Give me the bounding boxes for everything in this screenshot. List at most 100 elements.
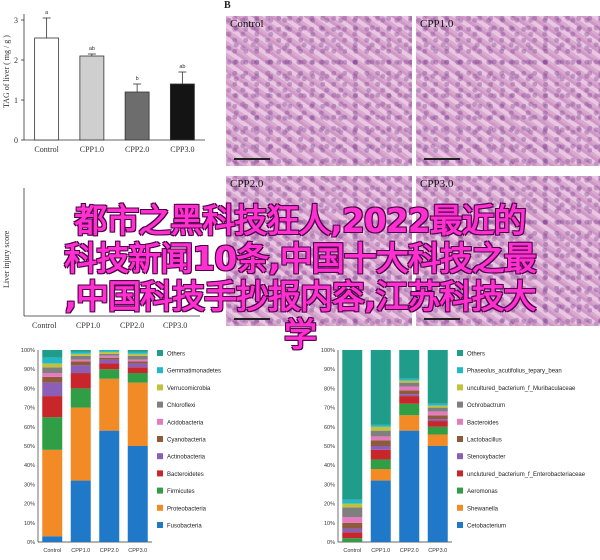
stack-segment [370, 424, 391, 427]
legend-label: Others [167, 352, 185, 358]
y-tick-label: 100% [21, 348, 35, 354]
stack-segment [399, 386, 420, 391]
legend-swatch [157, 453, 163, 460]
x-tick-label: CPP1.0 [71, 548, 90, 554]
panel-b-label: B [224, 0, 231, 11]
legend-swatch [157, 504, 163, 511]
histology-label-cpp1: CPP1.0 [420, 18, 454, 30]
legend-swatch [157, 522, 163, 528]
stack-segment [370, 430, 391, 437]
legend-swatch [457, 436, 463, 442]
x-tick-label: CPP2.0 [100, 548, 119, 554]
y-tick-label: 80% [324, 386, 335, 392]
histology-label-control: Control [230, 18, 264, 30]
legend-swatch [157, 350, 163, 356]
y-tick-label: 40% [324, 463, 335, 469]
legend-label: Gemmatimonadetes [167, 369, 221, 375]
stack-segment [99, 357, 120, 360]
stack-segment [127, 350, 148, 352]
stack-segment [399, 378, 420, 381]
stack-segment [370, 449, 391, 460]
y-tick-label: 70% [24, 406, 35, 412]
stack-segment [399, 430, 420, 542]
stack-segment [342, 503, 363, 508]
injury-x-label-1: CPP1.0 [76, 321, 100, 330]
y-tick-label: 40% [24, 463, 35, 469]
stack-segment [70, 359, 91, 362]
x-tick-label: Control [43, 548, 61, 554]
y-tick-label: 80% [24, 386, 35, 392]
stack-segment [99, 359, 120, 364]
stack-segment [42, 373, 63, 377]
stack-segment [399, 382, 420, 387]
stack-segment [42, 350, 63, 358]
y-tick-label: 90% [324, 367, 335, 373]
legend-swatch [157, 470, 163, 477]
y-tick-label: 100% [321, 348, 335, 354]
stack-segment [370, 469, 391, 481]
injury-x-label-0: Control [32, 321, 57, 330]
stack-segment [42, 367, 63, 374]
histology-image-cpp2: CPP2.0 [226, 176, 412, 326]
stack-segment [70, 361, 91, 366]
legend-swatch [157, 384, 163, 391]
stack-segment [70, 365, 91, 374]
stack-segment [127, 359, 148, 362]
legend-swatch [457, 401, 463, 408]
stack-segment [70, 355, 91, 360]
injury-x-label-3: CPP3.0 [163, 321, 187, 330]
stack-segment [427, 421, 448, 427]
legend-swatch [457, 504, 463, 511]
legend-label: Firmicutes [167, 489, 195, 495]
x-tick-label: CPP3.0 [170, 145, 194, 154]
stack-segment [399, 350, 420, 379]
phylum-stacked-svg: 0% 10% 20% 30% 40% 50% 60% 70% 80% 90% 100% Control… [21, 348, 221, 554]
y-tick-label: 1 [14, 96, 18, 105]
bar [124, 91, 150, 141]
stack-segment [70, 373, 91, 389]
stack-segment [127, 382, 148, 446]
stack-segment [342, 507, 363, 518]
x-tick-label: CPP1.0 [371, 548, 390, 554]
legend-swatch [457, 453, 463, 460]
legend-label: Verrucomicrobia [167, 386, 211, 392]
y-tick-label: 2 [14, 56, 18, 65]
histology-label-cpp2: CPP2.0 [230, 178, 264, 190]
stack-segment [42, 449, 63, 537]
y-tick-label: 90% [24, 367, 35, 373]
stack-segment [70, 480, 91, 542]
genus-stacked-chart: 0% 10% 20% 30% 40% 50% 60% 70% 80% 90% 100% Control… [300, 342, 600, 556]
significance-label: a [45, 10, 49, 16]
stack-segment [370, 480, 391, 542]
stack-segment [427, 415, 448, 420]
legend-label: Actinobacteria [167, 455, 206, 461]
stack-segment [42, 357, 63, 364]
phylum-stacked-chart: 0% 10% 20% 30% 40% 50% 60% 70% 80% 90% 100% Control… [0, 342, 300, 556]
legend-swatch [457, 367, 463, 374]
tag-bar-chart: 0 1 2 3 TAG of liver ( mg / g ) a Control ab CPP… [0, 0, 215, 165]
scale-bar [234, 158, 270, 160]
stack-segment [127, 367, 148, 374]
histology-image-control: Control [226, 16, 412, 166]
stack-segment [127, 355, 148, 360]
legend-label: Cyanobacteria [167, 438, 206, 444]
stack-segment [427, 411, 448, 416]
y-tick-label: 50% [24, 444, 35, 450]
y-tick-label: 20% [24, 502, 35, 508]
x-tick-label: CPP1.0 [80, 145, 104, 154]
stack-segment [427, 419, 448, 422]
y-tick-label: 10% [324, 521, 335, 527]
scale-bar [234, 318, 270, 320]
x-tick-label: CPP3.0 [128, 548, 147, 554]
stack-segment [399, 415, 420, 431]
significance-label: b [136, 76, 139, 82]
bar [79, 55, 105, 141]
stack-segment [399, 390, 420, 395]
legend-swatch [157, 367, 163, 374]
legend-label: Ochrobactrum [467, 403, 505, 409]
legend-label: Chloroflexi [167, 403, 195, 409]
stack-segment [70, 353, 91, 356]
stack-segment [399, 396, 420, 404]
stack-segment [427, 434, 448, 446]
bar [169, 83, 195, 141]
